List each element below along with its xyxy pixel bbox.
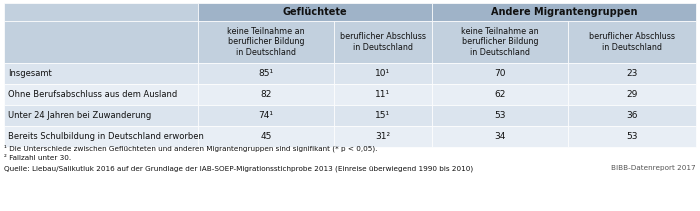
Bar bbox=[4, 105, 198, 126]
Bar bbox=[432, 3, 696, 21]
Text: 62: 62 bbox=[494, 90, 505, 99]
Bar bbox=[4, 21, 198, 63]
Text: 23: 23 bbox=[626, 69, 638, 78]
Text: 29: 29 bbox=[626, 90, 638, 99]
Text: 53: 53 bbox=[626, 132, 638, 141]
Bar bbox=[334, 105, 432, 126]
Text: 70: 70 bbox=[494, 69, 505, 78]
Text: Unter 24 Jahren bei Zuwanderung: Unter 24 Jahren bei Zuwanderung bbox=[8, 111, 151, 120]
Bar bbox=[568, 126, 696, 147]
Bar bbox=[432, 63, 568, 84]
Text: keine Teilnahme an
beruflicher Bildung
in Deutschland: keine Teilnahme an beruflicher Bildung i… bbox=[228, 27, 304, 57]
Text: Andere Migrantengruppen: Andere Migrantengruppen bbox=[491, 7, 637, 17]
Text: beruflicher Abschluss
in Deutschland: beruflicher Abschluss in Deutschland bbox=[340, 32, 426, 52]
Text: Ohne Berufsabschluss aus dem Ausland: Ohne Berufsabschluss aus dem Ausland bbox=[8, 90, 177, 99]
Bar bbox=[198, 3, 432, 21]
Text: 15¹: 15¹ bbox=[375, 111, 391, 120]
Bar bbox=[334, 21, 432, 63]
Text: ² Fallzahl unter 30.: ² Fallzahl unter 30. bbox=[4, 155, 71, 161]
Bar bbox=[198, 21, 334, 63]
Bar bbox=[198, 126, 334, 147]
Bar bbox=[334, 84, 432, 105]
Bar bbox=[568, 84, 696, 105]
Text: 45: 45 bbox=[260, 132, 272, 141]
Bar bbox=[432, 105, 568, 126]
Text: 53: 53 bbox=[494, 111, 505, 120]
Text: Bereits Schulbildung in Deutschland erworben: Bereits Schulbildung in Deutschland erwo… bbox=[8, 132, 204, 141]
Bar bbox=[4, 126, 198, 147]
Bar bbox=[568, 21, 696, 63]
Bar bbox=[198, 84, 334, 105]
Text: 34: 34 bbox=[494, 132, 505, 141]
Text: Insgesamt: Insgesamt bbox=[8, 69, 52, 78]
Text: Quelle: Liebau/Salikutluk 2016 auf der Grundlage der IAB-SOEP-Migrationsstichpro: Quelle: Liebau/Salikutluk 2016 auf der G… bbox=[4, 165, 473, 172]
Text: BIBB-Datenreport 2017: BIBB-Datenreport 2017 bbox=[611, 165, 696, 171]
Bar bbox=[334, 126, 432, 147]
Bar bbox=[334, 63, 432, 84]
Text: 85¹: 85¹ bbox=[258, 69, 274, 78]
Text: 82: 82 bbox=[260, 90, 272, 99]
Bar bbox=[4, 63, 198, 84]
Bar bbox=[568, 105, 696, 126]
Text: Geflüchtete: Geflüchtete bbox=[283, 7, 347, 17]
Bar bbox=[568, 63, 696, 84]
Bar bbox=[432, 21, 568, 63]
Text: 10¹: 10¹ bbox=[375, 69, 391, 78]
Bar bbox=[432, 84, 568, 105]
Bar bbox=[4, 3, 198, 21]
Bar bbox=[432, 126, 568, 147]
Text: 36: 36 bbox=[626, 111, 638, 120]
Text: ¹ Die Unterschiede zwischen Geflüchteten und anderen Migrantengruppen sind signi: ¹ Die Unterschiede zwischen Geflüchteten… bbox=[4, 145, 377, 153]
Bar bbox=[4, 84, 198, 105]
Text: 74¹: 74¹ bbox=[258, 111, 274, 120]
Text: keine Teilnahme an
beruflicher Bildung
in Deutschland: keine Teilnahme an beruflicher Bildung i… bbox=[461, 27, 539, 57]
Text: 11¹: 11¹ bbox=[375, 90, 391, 99]
Text: 31²: 31² bbox=[375, 132, 391, 141]
Bar bbox=[198, 105, 334, 126]
Text: beruflicher Abschluss
in Deutschland: beruflicher Abschluss in Deutschland bbox=[589, 32, 675, 52]
Bar bbox=[198, 63, 334, 84]
